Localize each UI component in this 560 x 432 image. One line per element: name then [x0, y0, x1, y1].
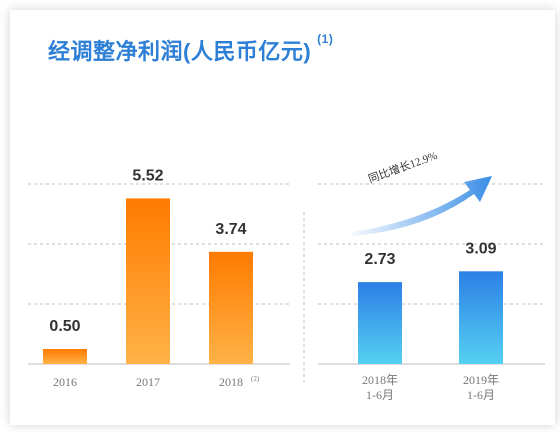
value-label: 5.52: [132, 167, 163, 184]
bar: [126, 198, 170, 364]
category-note: (2): [251, 375, 260, 383]
category-label: 1-6月: [467, 388, 495, 402]
bar: [358, 282, 402, 364]
bar: [209, 251, 253, 364]
category-label: 2017: [136, 375, 160, 389]
bar: [459, 271, 503, 364]
bar: [43, 349, 87, 364]
chart-title: 经调整净利润(人民币亿元) (1): [48, 32, 334, 66]
value-label: 3.74: [215, 221, 246, 238]
bars: [43, 198, 503, 364]
category-label: 2018年: [362, 373, 398, 387]
value-label: 3.09: [465, 240, 496, 257]
growth-annotation: 同比增长12.9%: [366, 148, 439, 186]
value-label: 2.73: [364, 251, 395, 268]
chart-title-text: 经调整净利润(人民币亿元): [48, 39, 312, 64]
growth-arrow: [352, 176, 492, 236]
chart-title-note: (1): [317, 32, 334, 46]
value-label: 0.50: [49, 318, 80, 335]
category-label: 2019年: [463, 373, 499, 387]
growth-arrow-group: 同比增长12.9%: [352, 148, 492, 236]
category-label: 1-6月: [366, 388, 394, 402]
category-label: 2016: [53, 375, 77, 389]
category-label: 2018: [219, 375, 243, 389]
